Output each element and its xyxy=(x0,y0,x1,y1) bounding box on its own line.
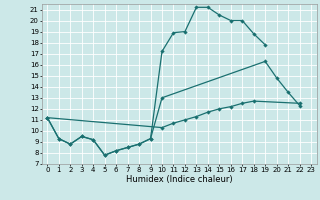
X-axis label: Humidex (Indice chaleur): Humidex (Indice chaleur) xyxy=(126,175,233,184)
